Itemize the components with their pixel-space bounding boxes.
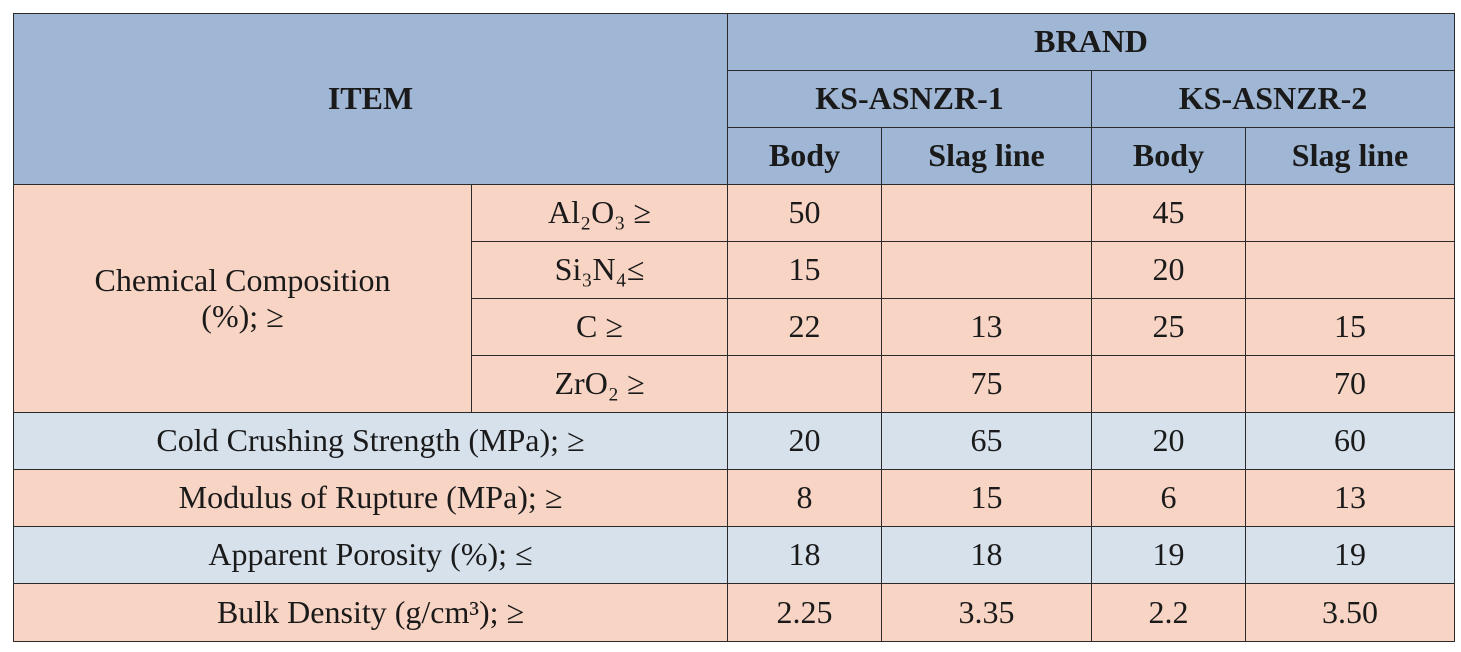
chemical-composition-label: Chemical Composition (%); ≥: [13, 184, 472, 413]
table-cell: 2.25: [727, 583, 882, 642]
table-cell: [881, 184, 1092, 242]
spec-table: ITEM BRAND KS-ASNZR-1 KS-ASNZR-2 Body Sl…: [13, 13, 1456, 642]
table-cell: [1244, 241, 1456, 299]
table-cell: 19: [1091, 526, 1246, 584]
chemical-label-line2: (%); ≥: [201, 297, 284, 334]
table-cell: 50: [727, 184, 882, 242]
table-cell: 15: [1244, 298, 1456, 356]
table-cell: 19: [1244, 526, 1456, 584]
table-cell: [1091, 355, 1246, 413]
table-cell: 45: [1091, 184, 1246, 242]
table-cell: 60: [1244, 412, 1456, 470]
chem-item-label: ZrO₂ ≥: [471, 355, 728, 413]
sub-header-body: Body: [727, 127, 882, 185]
table-cell: 25: [1091, 298, 1246, 356]
table-cell: 20: [1091, 241, 1246, 299]
table-cell: 15: [727, 241, 882, 299]
property-label-cold-crushing-strength: Cold Crushing Strength (MPa); ≥: [13, 412, 728, 470]
table-cell: 6: [1091, 469, 1246, 527]
chem-item-label: Al₂O₃ ≥: [471, 184, 728, 242]
table-cell: 75: [881, 355, 1092, 413]
property-label-apparent-porosity: Apparent Porosity (%); ≤: [13, 526, 728, 584]
table-cell: [1244, 184, 1456, 242]
sub-header-body: Body: [1091, 127, 1246, 185]
brand-header: BRAND: [726, 13, 1456, 71]
table-cell: [881, 241, 1092, 299]
chemical-label-line1: Chemical Composition: [94, 262, 391, 299]
table-cell: 3.50: [1244, 583, 1456, 642]
table-cell: 70: [1244, 355, 1456, 413]
table-cell: 2.2: [1091, 583, 1246, 642]
table-cell: 8: [727, 469, 882, 527]
table-cell: 15: [881, 469, 1092, 527]
sub-header-slag-line: Slag line: [881, 127, 1092, 185]
property-label-bulk-density: Bulk Density (g/cm³); ≥: [13, 583, 728, 642]
table-cell: 13: [881, 298, 1092, 356]
table-cell: 65: [881, 412, 1092, 470]
table-cell: 3.35: [881, 583, 1092, 642]
table-cell: 18: [881, 526, 1092, 584]
item-header: ITEM: [13, 13, 728, 185]
table-cell: 18: [727, 526, 882, 584]
table-cell: 20: [727, 412, 882, 470]
table-cell: 22: [727, 298, 882, 356]
brand-2-header: KS-ASNZR-2: [1090, 70, 1456, 128]
table-cell: [727, 355, 882, 413]
property-label-modulus-of-rupture: Modulus of Rupture (MPa); ≥: [13, 469, 728, 527]
table-cell: 20: [1091, 412, 1246, 470]
sub-header-slag-line: Slag line: [1244, 127, 1456, 185]
chem-item-label: C ≥: [471, 298, 728, 356]
table-cell: 13: [1244, 469, 1456, 527]
brand-1-header: KS-ASNZR-1: [727, 70, 1092, 128]
chem-item-label: Si₃N₄≤: [471, 241, 728, 299]
